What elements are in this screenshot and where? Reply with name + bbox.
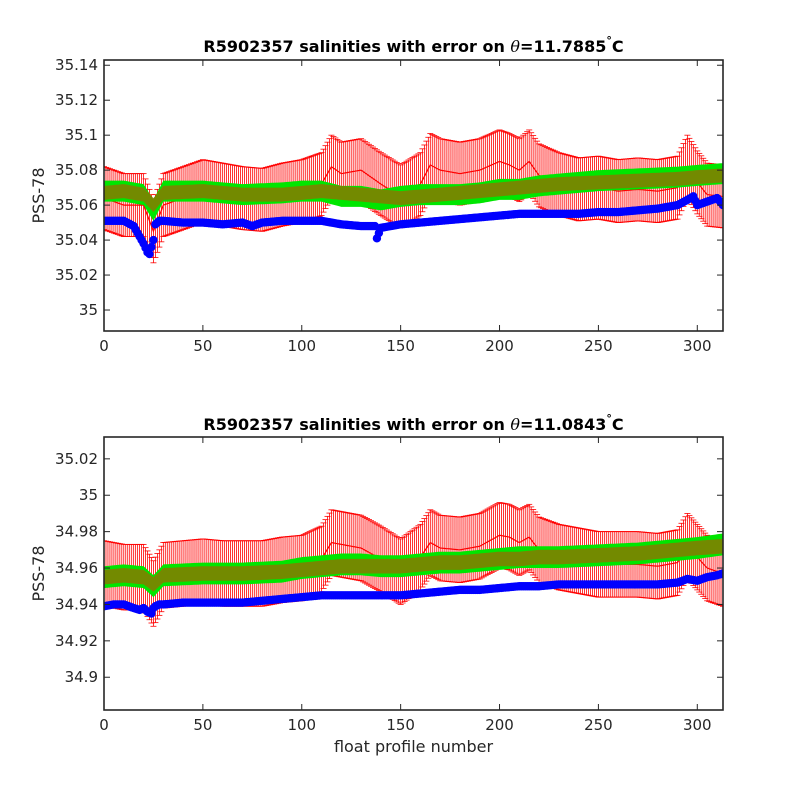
- title-degree: °: [606, 412, 612, 425]
- y-tick-label: 35.1: [65, 126, 98, 144]
- x-tick-label: 200: [485, 337, 514, 355]
- x-tick-label: 150: [386, 337, 415, 355]
- title-value: =11.7885: [520, 37, 606, 56]
- data-point: [147, 242, 156, 252]
- title-unit: C: [612, 37, 624, 56]
- x-tick-label: 50: [193, 337, 212, 355]
- y-tick-label: 35.06: [55, 196, 98, 214]
- x-tick-label: 100: [287, 716, 316, 734]
- x-tick-label: 300: [683, 337, 712, 355]
- x-tick-label: 150: [386, 716, 415, 734]
- y-tick-label: 35.02: [55, 450, 98, 468]
- title-prefix: R5902357 salinities with error on: [203, 415, 510, 434]
- plot-area: [104, 129, 723, 264]
- x-tick-label: 250: [584, 337, 613, 355]
- y-tick-label: 35: [79, 486, 98, 504]
- title-degree: °: [606, 34, 612, 47]
- data-point: [149, 235, 158, 245]
- series-band: [104, 538, 723, 592]
- data-point: [718, 569, 723, 578]
- axes-frame: [103, 59, 724, 332]
- y-tick-label: 35.08: [55, 161, 98, 179]
- x-axis-label: float profile number: [334, 737, 494, 756]
- y-tick-label: 34.9: [65, 668, 98, 686]
- x-tick-label: 100: [287, 337, 316, 355]
- series-float-raw: [104, 192, 723, 259]
- y-tick-label: 35.12: [55, 91, 98, 109]
- series-calibrated: [104, 168, 723, 213]
- title-theta: θ: [510, 37, 520, 56]
- series-calibrated: [104, 538, 723, 592]
- y-tick-label: 34.92: [55, 632, 98, 650]
- y-tick-label: 35.14: [55, 56, 98, 74]
- x-tick-label: 0: [99, 337, 109, 355]
- y-tick-label: 34.94: [55, 595, 98, 613]
- panel-2: R5902357 salinities with error on θ=11.0…: [29, 412, 724, 756]
- title-value: =11.0843: [520, 415, 606, 434]
- y-axis-label: PSS-78: [29, 167, 48, 223]
- chart-title: R5902357 salinities with error on θ=11.7…: [203, 34, 623, 56]
- x-tick-label: 0: [99, 716, 109, 734]
- title-theta: θ: [510, 415, 520, 434]
- y-tick-label: 35: [79, 301, 98, 319]
- title-prefix: R5902357 salinities with error on: [203, 37, 510, 56]
- axes-frame: [103, 436, 724, 711]
- title-unit: C: [612, 415, 624, 434]
- chart-title: R5902357 salinities with error on θ=11.0…: [203, 412, 623, 434]
- y-tick-label: 35.04: [55, 231, 98, 249]
- y-tick-label: 34.98: [55, 523, 98, 541]
- data-point: [145, 249, 154, 259]
- plot-area: [104, 502, 723, 627]
- x-tick-label: 50: [193, 716, 212, 734]
- series-band: [104, 168, 723, 213]
- y-tick-label: 34.96: [55, 559, 98, 577]
- series-float-raw: [104, 569, 723, 618]
- y-axis-label: PSS-78: [29, 545, 48, 601]
- y-tick-label: 35.02: [55, 266, 98, 284]
- panel-1: R5902357 salinities with error on θ=11.7…: [29, 34, 724, 355]
- x-tick-label: 300: [683, 716, 712, 734]
- x-tick-label: 200: [485, 716, 514, 734]
- x-tick-label: 250: [584, 716, 613, 734]
